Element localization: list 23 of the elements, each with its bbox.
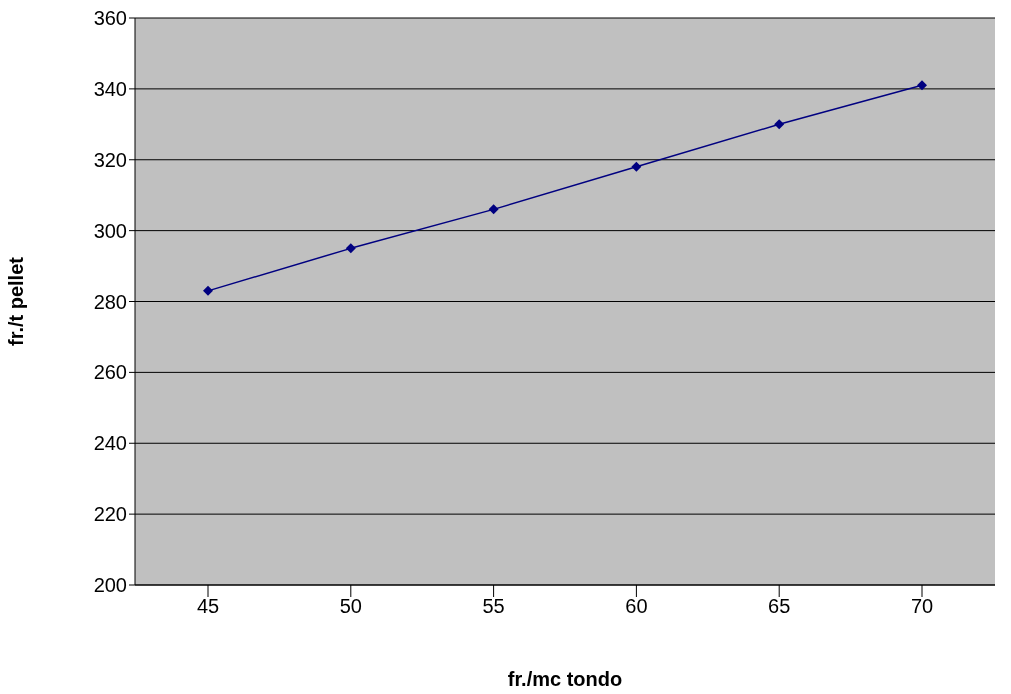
point <box>774 119 785 130</box>
point <box>203 285 213 296</box>
point <box>917 80 927 91</box>
point <box>631 161 642 172</box>
x-tick-label: 45 <box>196 595 220 618</box>
y-tick-label: 360 <box>93 7 127 30</box>
x-tick-label: 50 <box>339 595 362 618</box>
y-tick-label: 320 <box>93 148 127 171</box>
y-tick-label: 340 <box>93 77 127 100</box>
y-tick-label: 200 <box>93 574 127 597</box>
y-tick-label: 220 <box>93 503 127 526</box>
y-axis-title: fr./t pellet <box>5 256 28 346</box>
x-axis-title: fr./mc tondo <box>507 668 623 690</box>
y-tick-label: 260 <box>93 361 127 384</box>
point <box>345 243 356 254</box>
y-tick-label: 280 <box>93 290 127 313</box>
y-tick-label: 240 <box>93 432 127 455</box>
x-tick-label: 70 <box>910 595 934 618</box>
x-tick-label: 55 <box>482 595 505 618</box>
x-tick-label: 65 <box>768 595 791 618</box>
y-tick-label: 300 <box>93 219 127 242</box>
point <box>488 204 499 215</box>
x-tick-label: 60 <box>625 595 648 618</box>
